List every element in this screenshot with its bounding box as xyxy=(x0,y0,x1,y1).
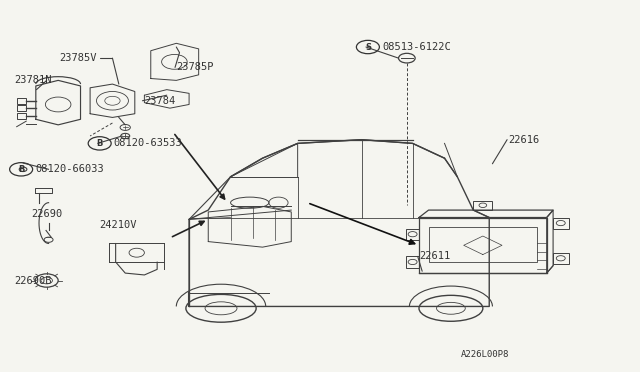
Text: B: B xyxy=(97,139,103,148)
Text: 23785V: 23785V xyxy=(60,53,97,63)
Text: 08120-63533: 08120-63533 xyxy=(114,138,182,148)
Text: 22611: 22611 xyxy=(419,251,450,262)
Text: 23784: 23784 xyxy=(145,96,175,106)
Text: 24210V: 24210V xyxy=(100,220,137,230)
Text: 22690: 22690 xyxy=(31,209,63,219)
Text: 22616: 22616 xyxy=(508,135,540,145)
Text: B: B xyxy=(18,165,24,174)
Text: 08120-66033: 08120-66033 xyxy=(35,164,104,174)
Text: S: S xyxy=(365,42,371,51)
Text: 22690B: 22690B xyxy=(15,276,52,285)
Text: A226L00P8: A226L00P8 xyxy=(461,350,509,359)
Text: 08513-6122C: 08513-6122C xyxy=(382,42,451,52)
Text: 23781N: 23781N xyxy=(15,76,52,86)
Text: 23785P: 23785P xyxy=(176,62,214,73)
